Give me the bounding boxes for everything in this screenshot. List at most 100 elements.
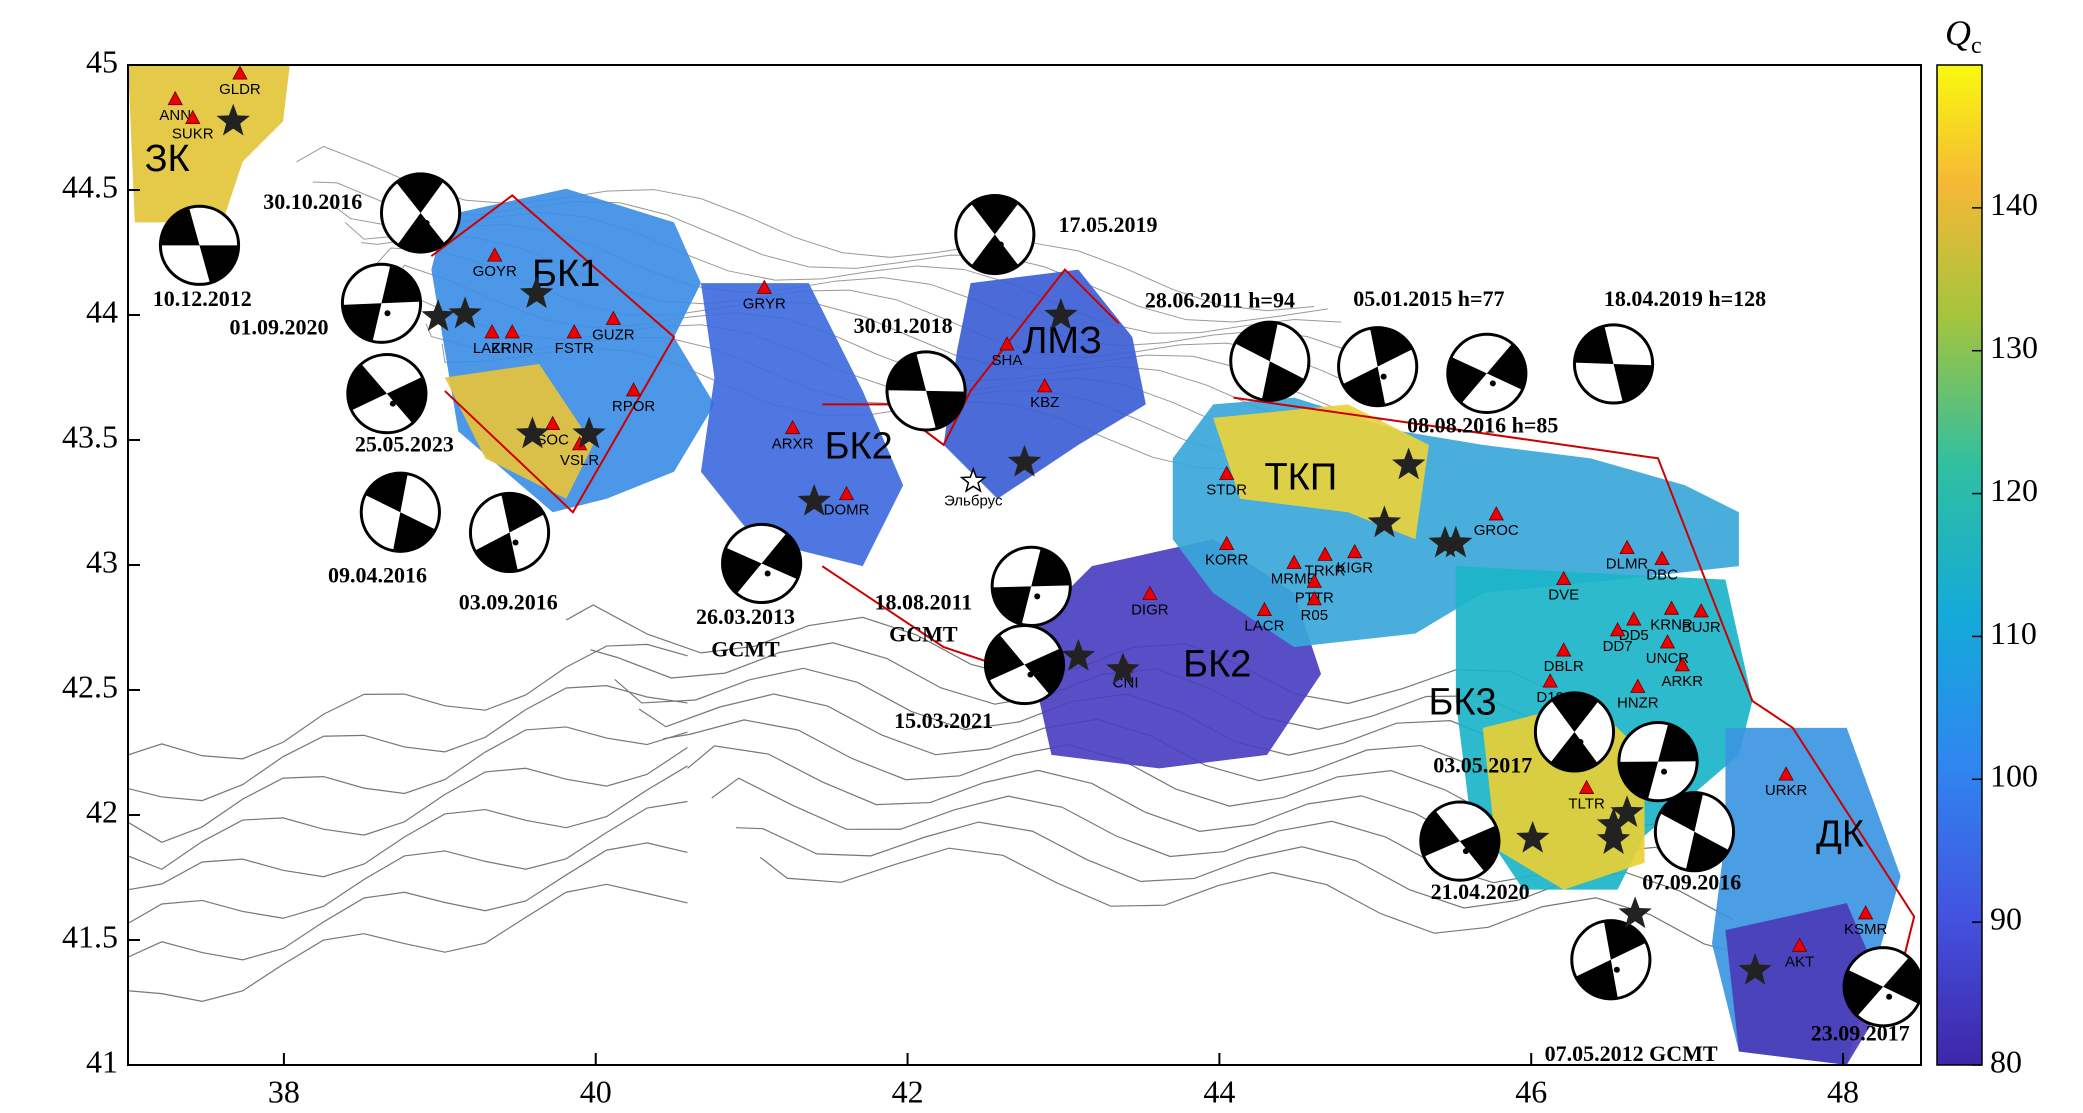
beachball-quadrant — [1618, 761, 1659, 800]
station-label: ANN — [159, 107, 191, 124]
station-marker — [1609, 622, 1626, 637]
station-label: DBLR — [1544, 658, 1584, 675]
x-tick-label: 44 — [1203, 1073, 1235, 1109]
station-marker — [999, 336, 1015, 351]
beachball-dot — [1462, 848, 1469, 855]
beachball-dot — [1272, 368, 1279, 375]
landmark-star — [959, 466, 987, 493]
beachball-quadrant — [1659, 792, 1704, 832]
station-marker — [625, 382, 642, 397]
station-label: KIGR — [1336, 560, 1373, 577]
epicenter-star — [1516, 820, 1550, 853]
epicenter-star — [216, 103, 250, 136]
station-marker — [784, 419, 801, 435]
event-label: 08.08.2016 h=85 — [1407, 413, 1558, 438]
contour-line — [128, 643, 688, 760]
station-label: DBC — [1646, 566, 1678, 583]
station-label: GRYR — [743, 295, 786, 312]
beachball-quadrant — [1235, 322, 1278, 362]
fault-polygon — [1233, 396, 1916, 971]
region-label: БК2 — [1183, 644, 1251, 686]
beachball-quadrant — [886, 353, 927, 391]
epicenter-star — [519, 276, 554, 309]
beachball-quadrant — [1459, 825, 1499, 872]
event-label: 30.10.2016 — [263, 189, 362, 214]
beachball-dot — [512, 539, 519, 546]
station-label: RPOR — [612, 398, 656, 415]
station-label: GLDR — [219, 81, 261, 98]
beachball-quadrant — [342, 303, 382, 342]
station-label: KRNR — [491, 340, 534, 357]
x-tick-label: 40 — [580, 1073, 612, 1109]
station-marker — [545, 415, 561, 431]
region-label: БК3 — [1428, 681, 1496, 723]
station-label: DVE — [1548, 587, 1579, 604]
station-marker — [1219, 535, 1235, 550]
colorbar-tick-label: 100 — [1990, 758, 2038, 794]
y-tick-label: 41 — [86, 1043, 118, 1079]
y-tick-label: 45 — [86, 43, 118, 79]
event-label: 21.04.2020 — [1431, 879, 1530, 904]
event-label: 03.05.2017 — [1433, 752, 1532, 777]
station-label: ARXR — [772, 436, 814, 453]
epicenter-star — [1610, 795, 1644, 828]
beachball-quadrant — [1685, 831, 1729, 871]
contour-line — [128, 765, 688, 891]
fault-polygon — [430, 194, 676, 514]
contour-line — [128, 726, 688, 843]
event-label: 05.01.2015 h=77 — [1353, 286, 1504, 311]
beachball-dot — [997, 241, 1004, 248]
x-tick-label: 38 — [268, 1073, 300, 1109]
station-label: HNZR — [1617, 694, 1659, 711]
beachball-quadrant — [1844, 969, 1884, 1017]
epicenter-star — [572, 416, 606, 449]
event-label: 26.03.2013 — [696, 604, 795, 629]
event-label: GCMT — [889, 622, 958, 647]
y-tick-label: 42.5 — [62, 668, 118, 704]
beachball-dot — [384, 310, 391, 317]
station-label: UNCR — [1646, 650, 1689, 667]
station-label: URKR — [1765, 782, 1808, 799]
beachball-quadrant — [199, 245, 239, 284]
beachball-quadrant — [985, 634, 1025, 681]
contour-line — [128, 883, 688, 1002]
plot-area: ЗК БК1 БК2 ЛМЗ БК2 ТКП БК3 ДК Эльбрус GLDR ANN SUKR… — [128, 65, 1921, 1065]
epicenter-star — [1106, 652, 1140, 685]
y-tick-label: 44.5 — [62, 168, 118, 204]
colorbar-tick-label: 130 — [1990, 329, 2038, 365]
beachball-quadrant — [1574, 325, 1614, 364]
station-marker — [1556, 642, 1572, 657]
beachball-quadrant — [1486, 343, 1526, 390]
station-marker — [1619, 539, 1635, 555]
station-label: TLTR — [1568, 796, 1605, 813]
beachball-quadrant — [1024, 648, 1064, 695]
station-label: KRNR — [1650, 616, 1693, 633]
colorbar-tick-label: 110 — [1990, 615, 2037, 651]
event-label: 09.04.2016 — [328, 562, 427, 587]
beachball-quadrant — [1658, 723, 1698, 762]
station-marker — [1659, 634, 1676, 649]
fault-polygon — [822, 268, 1120, 447]
station-label: BUJR — [1682, 619, 1721, 636]
epicenter-star — [1391, 447, 1426, 480]
colorbar-title-main: Q — [1945, 13, 1971, 53]
beachball-quadrant — [761, 533, 801, 580]
event-label: 25.05.2023 — [355, 432, 454, 457]
epicenter-star — [1044, 297, 1078, 330]
q-region — [700, 283, 904, 567]
station-label: SHA — [992, 352, 1023, 369]
event-label: 03.09.2016 — [459, 589, 558, 614]
event-label: 07.09.2016 — [1642, 870, 1741, 895]
station-marker — [756, 279, 772, 294]
event-label: 17.05.2019 — [1059, 212, 1158, 237]
region-label: БК2 — [825, 425, 893, 467]
colorbar-title: Qc — [1945, 13, 1982, 59]
epicenter-star — [1618, 896, 1652, 929]
station-marker — [1693, 603, 1709, 618]
event-label: 10.12.2012 — [153, 286, 252, 311]
beachball-quadrant — [1420, 810, 1460, 857]
station-marker — [232, 65, 248, 80]
beachball-quadrant — [397, 212, 445, 253]
station-marker — [1630, 678, 1646, 693]
